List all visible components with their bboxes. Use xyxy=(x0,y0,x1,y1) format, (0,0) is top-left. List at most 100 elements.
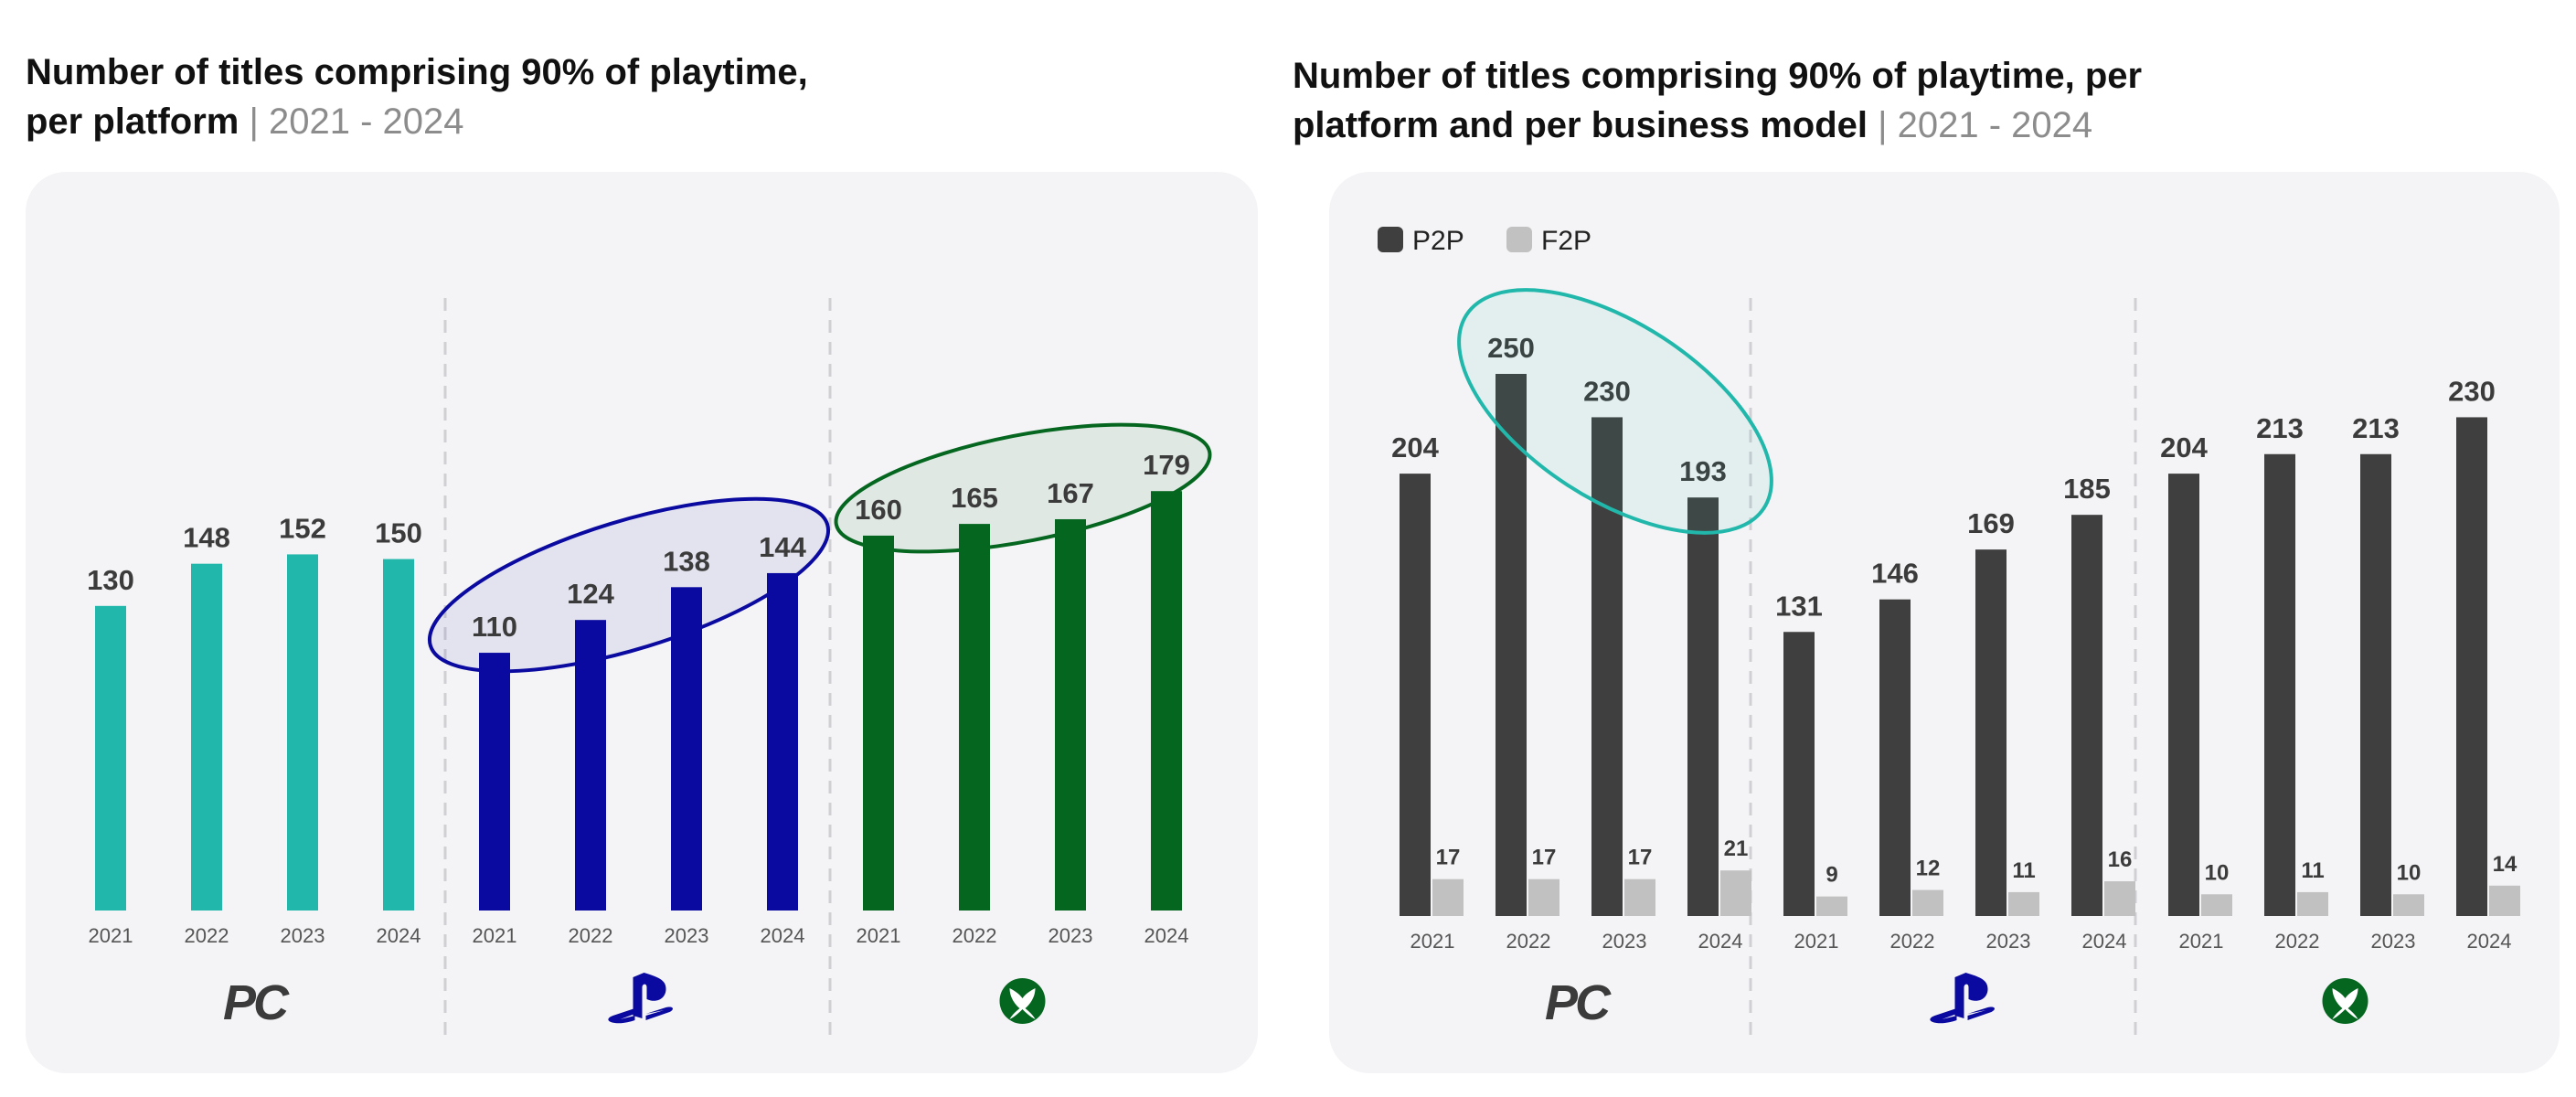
bar-p2p xyxy=(2168,474,2199,916)
bar-f2p xyxy=(2008,891,2039,916)
year-tick-label: 2023 xyxy=(665,924,709,947)
year-tick-label: 2021 xyxy=(1794,930,1839,953)
bar xyxy=(575,620,606,911)
data-label: 138 xyxy=(663,545,710,577)
data-label-f2p: 17 xyxy=(1436,846,1461,870)
data-label: 165 xyxy=(951,482,998,514)
data-label-p2p: 230 xyxy=(1583,375,1631,407)
legend-swatch-p2p xyxy=(1378,227,1403,252)
data-label-f2p: 21 xyxy=(1724,836,1749,861)
data-label-f2p: 14 xyxy=(2493,852,2517,877)
bar xyxy=(959,524,990,911)
data-label-p2p: 204 xyxy=(2160,431,2208,463)
highlight-ellipse-playstation xyxy=(427,496,831,674)
bar-p2p xyxy=(1783,632,1815,916)
bar-p2p xyxy=(2071,515,2102,916)
data-label-f2p: 9 xyxy=(1826,863,1837,888)
data-label-p2p: 213 xyxy=(2352,412,2400,444)
bar-f2p xyxy=(2201,894,2232,916)
data-label: 110 xyxy=(472,611,517,643)
data-label: 150 xyxy=(375,517,422,549)
data-label-f2p: 11 xyxy=(2012,858,2035,883)
data-label-p2p: 131 xyxy=(1775,590,1823,622)
year-tick-label: 2023 xyxy=(281,924,325,947)
data-label: 148 xyxy=(183,522,230,554)
year-tick-label: 2024 xyxy=(2467,930,2512,953)
data-label-p2p: 185 xyxy=(2063,473,2111,505)
data-label-p2p: 146 xyxy=(1871,558,1919,590)
data-label: 167 xyxy=(1047,477,1094,509)
left-title-line2: per platform xyxy=(26,101,240,142)
highlight-ellipse-pc-p2p xyxy=(1457,288,1773,535)
bar-f2p xyxy=(1432,879,1464,916)
data-label: 130 xyxy=(87,564,134,596)
year-tick-label: 2022 xyxy=(1506,930,1551,953)
legend-swatch-f2p xyxy=(1506,227,1532,252)
year-tick-label: 2024 xyxy=(1144,924,1189,947)
bar xyxy=(95,605,126,911)
right-chart-title: Number of titles comprising 90% of playt… xyxy=(1293,51,2142,150)
data-label-p2p: 169 xyxy=(1967,507,2015,539)
pc-logo-icon: PC xyxy=(223,975,290,1030)
year-tick-label: 2024 xyxy=(761,924,805,947)
pc-logo-icon: PC xyxy=(1545,975,1612,1030)
bar xyxy=(1151,491,1182,911)
year-tick-label: 2021 xyxy=(1410,930,1455,953)
bar-p2p xyxy=(1400,474,1431,916)
data-label-f2p: 11 xyxy=(2301,858,2324,883)
year-tick-label: 2022 xyxy=(953,924,997,947)
legend-label-f2p: F2P xyxy=(1541,226,1591,256)
playstation-logo-icon xyxy=(1930,973,1995,1024)
year-tick-label: 2022 xyxy=(2275,930,2320,953)
data-label-p2p: 213 xyxy=(2256,412,2304,444)
year-tick-label: 2024 xyxy=(377,924,421,947)
left-chart-panel xyxy=(26,172,1258,1073)
bar xyxy=(191,563,222,911)
year-tick-label: 2024 xyxy=(2082,930,2127,953)
data-label: 179 xyxy=(1143,449,1190,481)
right-chart-panel xyxy=(1329,172,2560,1073)
year-tick-label: 2021 xyxy=(89,924,133,947)
bar-f2p xyxy=(2104,881,2135,916)
year-tick-label: 2021 xyxy=(2179,930,2224,953)
bar-p2p xyxy=(1975,549,2007,916)
xbox-logo-icon xyxy=(999,978,1046,1024)
bar-p2p xyxy=(1687,497,1719,916)
highlight-ellipse-xbox xyxy=(834,422,1212,554)
playstation-logo-icon xyxy=(608,973,673,1024)
data-label-p2p: 230 xyxy=(2448,375,2496,407)
year-tick-label: 2024 xyxy=(1698,930,1743,953)
year-tick-label: 2022 xyxy=(1890,930,1935,953)
bar xyxy=(1055,518,1086,911)
data-label-p2p: 204 xyxy=(1391,431,1439,463)
bar xyxy=(287,554,318,911)
year-tick-label: 2023 xyxy=(1986,930,2031,953)
data-label-p2p: 250 xyxy=(1487,332,1535,364)
bar-f2p xyxy=(2489,885,2520,916)
bar-f2p xyxy=(1816,896,1847,916)
year-tick-label: 2022 xyxy=(569,924,613,947)
right-title-range: | 2021 - 2024 xyxy=(1878,105,2093,145)
data-label: 160 xyxy=(855,494,902,526)
year-tick-label: 2023 xyxy=(1048,924,1093,947)
legend-label-p2p: P2P xyxy=(1412,226,1464,256)
left-title-range: | 2021 - 2024 xyxy=(249,101,464,142)
bar-p2p xyxy=(2360,453,2391,916)
year-tick-label: 2023 xyxy=(2371,930,2416,953)
xbox-logo-icon xyxy=(2322,978,2368,1024)
bar-p2p xyxy=(2264,453,2295,916)
data-label: 152 xyxy=(279,512,326,544)
bar-f2p xyxy=(1912,889,1943,916)
bar xyxy=(671,587,702,911)
bar-p2p xyxy=(1496,374,1527,916)
bar-f2p xyxy=(2297,891,2328,916)
bar-p2p xyxy=(2456,417,2487,916)
bar-f2p xyxy=(2393,894,2424,916)
bar xyxy=(383,559,414,911)
bar-f2p xyxy=(1528,879,1559,916)
bar-p2p xyxy=(1879,599,1911,916)
data-label-f2p: 10 xyxy=(2205,860,2230,885)
year-tick-label: 2023 xyxy=(1602,930,1647,953)
left-title-line1: Number of titles comprising 90% of playt… xyxy=(26,52,808,92)
